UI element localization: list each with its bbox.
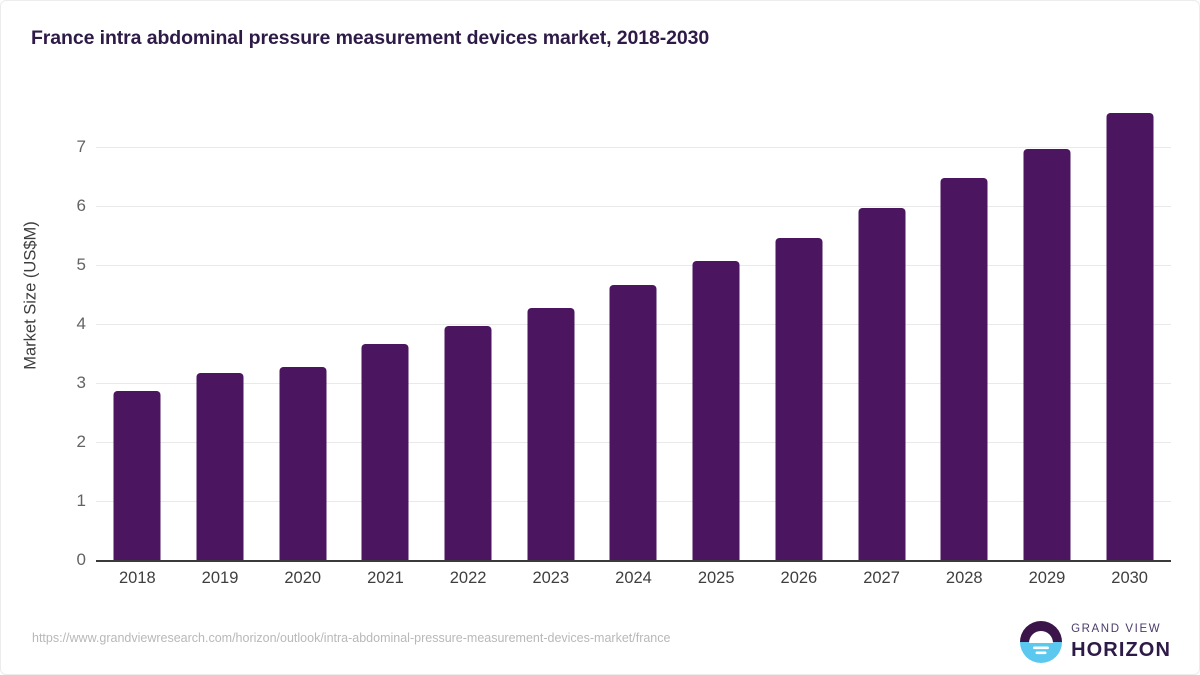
bar[interactable] — [196, 372, 244, 561]
y-tick-label: 4 — [76, 314, 86, 333]
x-tick-label: 2020 — [284, 569, 322, 587]
bar[interactable] — [279, 366, 327, 561]
y-tick-label: 7 — [76, 137, 86, 156]
bar[interactable] — [858, 207, 906, 561]
x-tick-label: 2024 — [615, 569, 652, 587]
bars-layer — [96, 113, 1171, 561]
y-axis-ticks: 0 1 2 3 4 5 6 7 — [36, 1, 86, 675]
y-tick-label: 1 — [76, 491, 86, 510]
x-tick-label: 2018 — [118, 569, 156, 587]
bar[interactable] — [527, 308, 575, 561]
bar-group — [758, 147, 841, 561]
bar[interactable] — [1023, 149, 1071, 561]
x-tick-label: 2027 — [863, 569, 900, 587]
grand-view-horizon-sun-icon — [1020, 621, 1063, 663]
bar[interactable] — [775, 237, 823, 561]
bar[interactable] — [444, 326, 492, 561]
bar-group — [179, 147, 262, 561]
bar-group — [1088, 113, 1171, 561]
gridline — [96, 206, 1171, 207]
x-tick-label: 2019 — [201, 569, 239, 587]
y-axis-title: Market Size (US$M) — [21, 221, 40, 370]
brand-logo[interactable]: GRAND VIEW HORIZON — [1020, 621, 1171, 663]
x-tick-label: 2030 — [1111, 569, 1148, 587]
x-tick-label: 2026 — [780, 569, 818, 587]
gridline — [96, 265, 1171, 266]
bar[interactable] — [940, 178, 988, 561]
bar-group — [509, 147, 592, 561]
bar[interactable] — [692, 260, 740, 561]
x-axis-line — [96, 560, 1171, 562]
x-tick-label: 2029 — [1028, 569, 1066, 587]
x-tick-label: 2028 — [945, 569, 983, 587]
page-title: France intra abdominal pressure measurem… — [31, 27, 710, 49]
bar[interactable] — [609, 284, 657, 561]
y-tick-label: 2 — [76, 432, 86, 451]
logo-line-grand-view: GRAND VIEW — [1071, 623, 1162, 636]
bar-group — [261, 147, 344, 561]
bar[interactable] — [1106, 113, 1154, 561]
x-tick-label: 2025 — [697, 569, 735, 587]
y-tick-label: 0 — [76, 550, 86, 569]
logo-line-horizon: HORIZON — [1071, 638, 1171, 661]
x-tick-label: 2021 — [367, 569, 404, 587]
y-tick-label: 6 — [76, 196, 86, 215]
bar-group — [840, 147, 923, 561]
bar-group — [923, 147, 1006, 561]
bar-group — [96, 147, 179, 561]
bar-group — [427, 147, 510, 561]
y-tick-label: 5 — [76, 255, 86, 274]
bar[interactable] — [113, 391, 161, 561]
x-tick-label: 2022 — [449, 569, 487, 587]
source-url[interactable]: https://www.grandviewresearch.com/horizo… — [32, 631, 671, 645]
bar-group — [344, 147, 427, 561]
x-tick-label: 2023 — [532, 569, 570, 587]
bar-group — [675, 147, 758, 561]
gridline — [96, 147, 1171, 148]
y-tick-label: 3 — [76, 373, 86, 392]
bar-group — [592, 147, 675, 561]
logo-wordmark: GRAND VIEW HORIZON — [1071, 624, 1171, 660]
bar-group — [1006, 147, 1089, 561]
bar[interactable] — [361, 343, 409, 561]
